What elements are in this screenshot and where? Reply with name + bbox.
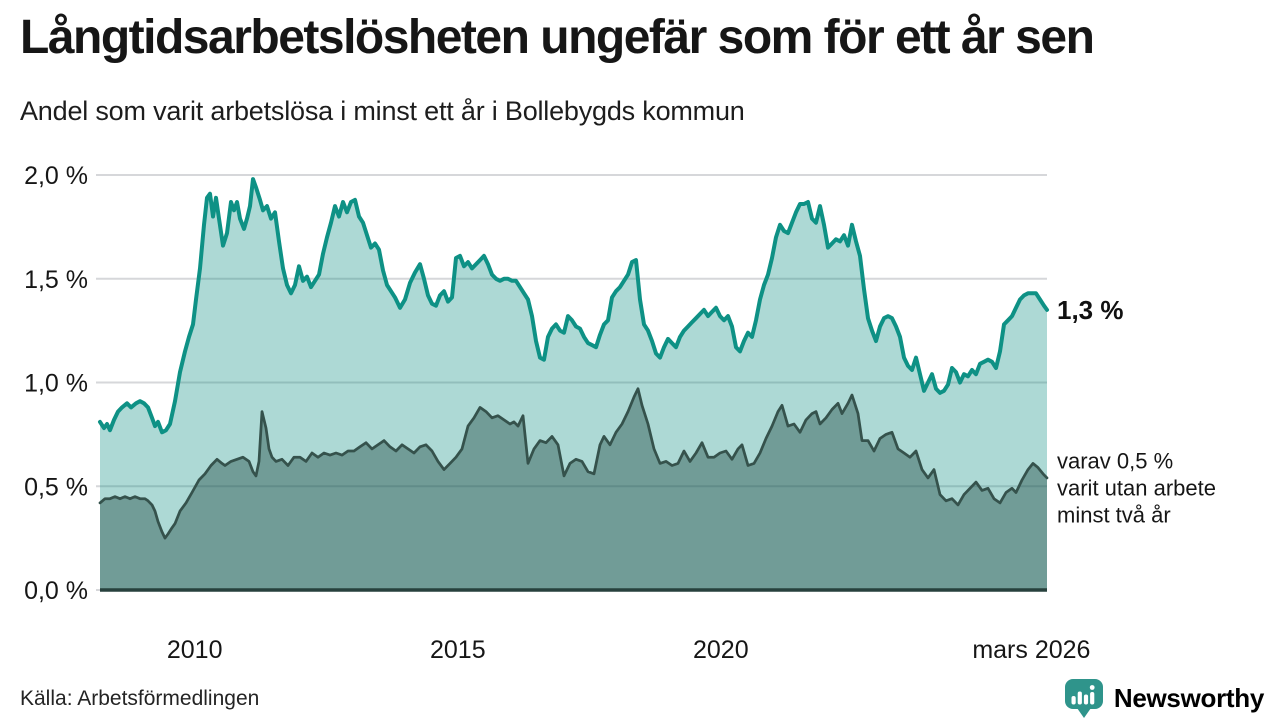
logo-exclamation-dot (1089, 685, 1095, 690)
newsworthy-logo-icon (1064, 679, 1103, 718)
logo-bar-2 (1077, 691, 1082, 705)
x-tick-label: 2020 (693, 636, 749, 664)
series-area-min-one-year (100, 179, 1047, 590)
annotation-two-year-note-line: varit utan arbete (1057, 475, 1216, 500)
annotation-two-year-note-line: minst två år (1057, 502, 1171, 527)
page-title: Långtidsarbetslösheten ungefär som för e… (20, 11, 1095, 64)
logo-exclamation-bar (1089, 692, 1095, 705)
y-tick-label: 1,5 % (24, 266, 88, 294)
annotation-latest-value: 1,3 % (1057, 295, 1124, 325)
chart-subtitle: Andel som varit arbetslösa i minst ett å… (20, 96, 745, 126)
y-tick-label: 2,0 % (24, 162, 88, 190)
newsworthy-brand: Newsworthy (1064, 678, 1264, 719)
annotation-two-year-note-line: varav 0,5 % (1057, 448, 1173, 473)
x-tick-label: 2015 (430, 636, 486, 664)
series-area-min-two-years (100, 388, 1047, 590)
brand-wordmark: Newsworthy (1113, 683, 1264, 713)
series-line-min-two-years (98, 387, 1049, 540)
y-tick-label: 0,0 % (24, 577, 88, 605)
logo-bar-1 (1071, 696, 1076, 705)
y-tick-label: 1,0 % (24, 370, 88, 398)
series-line-min-one-year (98, 177, 1049, 435)
x-tick-label: 2010 (167, 636, 223, 664)
source-note: Källa: Arbetsförmedlingen (20, 687, 260, 710)
y-tick-label: 0,5 % (24, 473, 88, 501)
logo-bar-3 (1083, 694, 1088, 705)
x-tick-label: mars 2026 (972, 636, 1090, 664)
